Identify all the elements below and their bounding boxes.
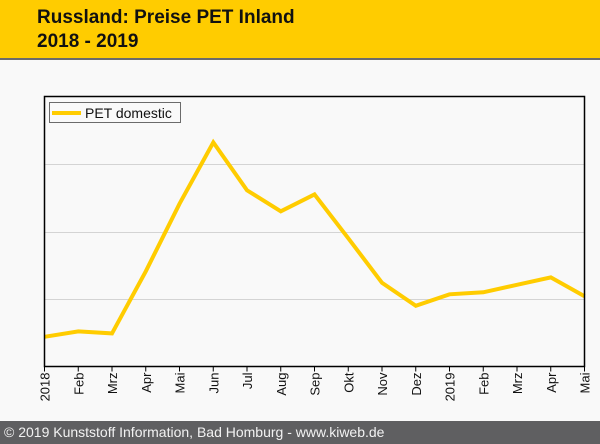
x-tick-label: Mai	[578, 372, 593, 393]
series-group	[44, 138, 586, 339]
x-tick-label: Mai	[173, 372, 188, 393]
chart-title: Russland: Preise PET Inland	[37, 7, 295, 28]
legend-label: PET domestic	[85, 105, 172, 121]
x-tick-label: 2019	[443, 373, 458, 402]
chart-subtitle: 2018 - 2019	[37, 31, 139, 52]
x-tick-label: Jun	[206, 373, 221, 394]
x-tick-label: Apr	[139, 372, 154, 393]
x-axis: 2018 Feb Mrz Apr Mai Jun Jul Aug Sep Okt Nov Dez 201…	[38, 366, 593, 402]
x-tick-label: 2018	[38, 373, 53, 402]
x-tick-label: Okt	[341, 372, 356, 393]
series-line-pet-domestic	[44, 138, 586, 339]
x-tick-label: Feb	[71, 373, 86, 395]
x-tick-label: Feb	[476, 373, 491, 395]
x-tick-label: Apr	[544, 372, 559, 393]
x-tick-label: Jul	[240, 372, 255, 389]
x-tick-label: Sep	[308, 373, 323, 396]
legend-box	[49, 102, 181, 123]
x-tick-label: Nov	[375, 372, 390, 396]
footer: © 2019 Kunststoff Information, Bad Hombu…	[0, 421, 600, 444]
copyright-text: © 2019 Kunststoff Information, Bad Hombu…	[4, 424, 385, 440]
gridlines	[44, 164, 585, 300]
x-tick-label: Aug	[274, 373, 289, 396]
x-tick-label: Mrz	[105, 373, 120, 395]
x-tick-label: Dez	[409, 373, 424, 396]
x-tick-label: Mrz	[510, 373, 525, 395]
plot-frame	[43, 95, 586, 368]
legend: PET domestic	[49, 102, 181, 123]
chart-header: Russland: Preise PET Inland 2018 - 2019	[0, 0, 600, 60]
